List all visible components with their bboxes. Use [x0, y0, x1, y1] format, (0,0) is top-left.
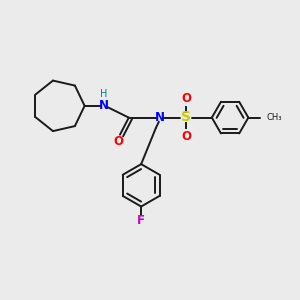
- Text: H: H: [100, 89, 107, 99]
- Text: O: O: [181, 130, 191, 143]
- Text: CH₃: CH₃: [267, 113, 282, 122]
- Text: S: S: [181, 110, 191, 124]
- Text: F: F: [137, 214, 145, 227]
- Text: O: O: [181, 92, 191, 105]
- Text: O: O: [113, 135, 123, 148]
- Text: N: N: [155, 111, 165, 124]
- Text: N: N: [98, 99, 109, 112]
